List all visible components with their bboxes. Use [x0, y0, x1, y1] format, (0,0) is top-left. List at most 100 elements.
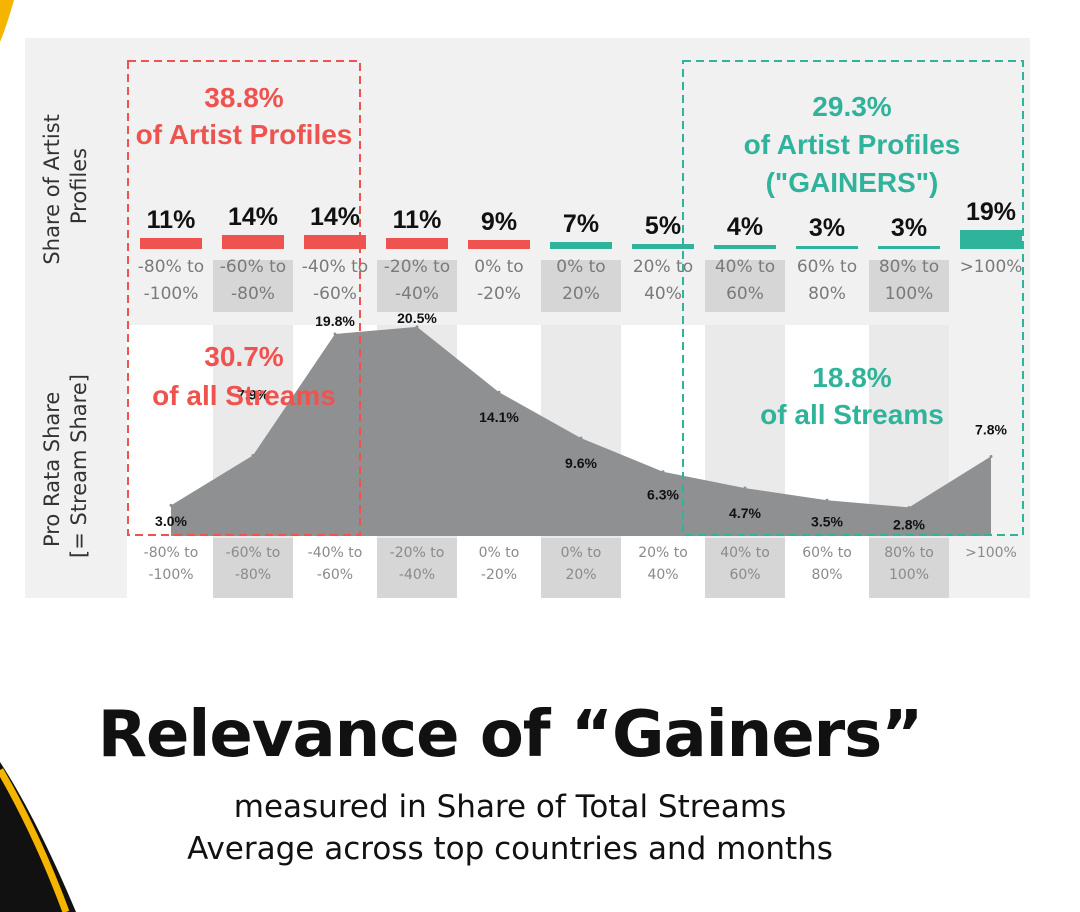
- profile-bar-label: 9%: [481, 208, 517, 236]
- bottom-tick-label: -100%: [148, 567, 193, 583]
- bottom-tick-label: -60%: [317, 567, 353, 583]
- bottom-tick-band: [377, 538, 457, 598]
- top-tick-label: >100%: [960, 257, 1023, 277]
- stream-share-point: [743, 486, 747, 490]
- decliners-highlight-box: [127, 60, 361, 536]
- top-tick-label: 40%: [644, 284, 682, 304]
- bottom-tick-label: -60% to: [226, 545, 281, 561]
- stream-share-point: [907, 505, 911, 509]
- stream-share-label: 2.8%: [893, 516, 925, 532]
- top-tick-band: [869, 260, 949, 312]
- profile-bar: [304, 235, 366, 249]
- subtitle-line-1: measured in Share of Total Streams: [233, 789, 787, 825]
- top-tick-label: 20%: [562, 284, 600, 304]
- stream-share-point: [415, 325, 419, 329]
- bottom-tick-label: 100%: [889, 567, 929, 583]
- bottom-tick-label: 80% to: [884, 545, 934, 561]
- stream-share-point: [497, 390, 501, 394]
- bottom-tick-label: -20%: [481, 567, 517, 583]
- bottom-tick-label: 20% to: [638, 545, 688, 561]
- red-profiles-percent: 38.8%: [204, 82, 283, 113]
- teal-gainers-label: ("GAINERS"): [766, 167, 939, 198]
- top-tick-label: 80%: [808, 284, 846, 304]
- bottom-tick-label: -40%: [399, 567, 435, 583]
- subtitle-line-2: Average across top countries and months: [187, 831, 833, 867]
- top-tick-label: 80% to: [879, 257, 939, 277]
- profile-bar: [550, 242, 612, 249]
- top-ylabel: Share of Artist Profiles: [40, 107, 91, 264]
- stream-share-label: 9.6%: [565, 455, 597, 471]
- profile-bar: [796, 246, 858, 249]
- bottom-tick-label: >100%: [965, 545, 1017, 561]
- profile-bar: [140, 238, 202, 249]
- chart-panel: 11% 14% 14% 11% 9% 7% 5% 4% 3% 3% 19% -80% to -100%…: [25, 38, 1030, 598]
- profile-bar-label: 4%: [727, 213, 763, 241]
- top-tick-band: [213, 260, 293, 312]
- top-tick-label: -60% to: [220, 257, 286, 277]
- profile-bar: [714, 245, 776, 249]
- stream-share-label: 7.8%: [975, 421, 1007, 437]
- top-tick-band: [705, 260, 785, 312]
- stream-share-point: [333, 332, 337, 336]
- top-tick-label: 0% to: [474, 257, 523, 277]
- profile-bar-label: 7%: [563, 210, 599, 238]
- stream-share-label: 14.1%: [479, 409, 519, 425]
- bottom-tick-label: 20%: [565, 567, 596, 583]
- stream-share-area: [171, 326, 991, 536]
- stream-share-point: [825, 498, 829, 502]
- stream-share-label: 20.5%: [397, 310, 437, 326]
- stream-share-label: 6.3%: [647, 487, 679, 503]
- top-tick-label: -100%: [144, 284, 199, 304]
- top-tick-label: 100%: [885, 284, 934, 304]
- chart-svg: 11% 14% 14% 11% 9% 7% 5% 4% 3% 3% 19% -80% to -100%…: [40, 60, 1024, 598]
- stream-share-label: 4.7%: [729, 505, 761, 521]
- red-streams-caption: of all Streams: [152, 380, 336, 411]
- profile-bar-label: 3%: [891, 214, 927, 242]
- stream-share-label: 3.0%: [155, 513, 187, 529]
- profile-bar-label: 14%: [228, 203, 278, 231]
- teal-streams-percent: 18.8%: [812, 362, 891, 393]
- profile-bar: [222, 235, 284, 249]
- bottom-tick-label: -20% to: [390, 545, 445, 561]
- bottom-tick-label: 0% to: [479, 545, 520, 561]
- profile-bar: [960, 230, 1022, 249]
- top-tick-band: [377, 260, 457, 312]
- bottom-tick-band: [541, 538, 621, 598]
- top-tick-label: -60%: [313, 284, 357, 304]
- profile-bar-label: 11%: [147, 206, 196, 234]
- profile-bar: [386, 238, 448, 249]
- bottom-tick-band: [869, 538, 949, 598]
- stream-share-label: 19.8%: [315, 313, 355, 329]
- bottom-tick-band: [705, 538, 785, 598]
- bottom-ylabel: Pro Rata Share [= Stream Share]: [40, 374, 91, 558]
- top-tick-label: -40%: [395, 284, 439, 304]
- bottom-tick-label: 40%: [647, 567, 678, 583]
- profile-bar-label: 5%: [645, 212, 681, 240]
- bottom-tick-label: 0% to: [561, 545, 602, 561]
- stream-share-point: [661, 470, 665, 474]
- stream-share-label: 3.5%: [811, 513, 843, 529]
- bottom-tick-label: 40% to: [720, 545, 770, 561]
- stream-share-label: 7.9%: [237, 386, 269, 402]
- top-tick-label: 0% to: [556, 257, 605, 277]
- red-streams-percent: 30.7%: [204, 341, 283, 372]
- top-tick-label: 40% to: [715, 257, 775, 277]
- headline: Relevance of “Gainers”: [97, 698, 924, 772]
- profile-bar-label: 11%: [393, 206, 442, 234]
- profile-bar: [632, 244, 694, 249]
- top-tick-label: 60% to: [797, 257, 857, 277]
- gainers-highlight-box: [682, 60, 1024, 536]
- top-tick-label: -80% to: [138, 257, 204, 277]
- top-tick-label: 20% to: [633, 257, 693, 277]
- red-profiles-caption: of Artist Profiles: [136, 119, 353, 150]
- bottom-tick-label: -80% to: [144, 545, 199, 561]
- top-tick-label: -80%: [231, 284, 275, 304]
- bottom-tick-label: 80%: [811, 567, 842, 583]
- profile-bar-label: 14%: [310, 203, 360, 231]
- stream-share-point: [579, 436, 583, 440]
- top-tick-label: 60%: [726, 284, 764, 304]
- profile-bar-label: 3%: [809, 214, 845, 242]
- stream-share-point: [989, 454, 993, 458]
- teal-profiles-percent: 29.3%: [812, 91, 891, 122]
- bottom-tick-label: -80%: [235, 567, 271, 583]
